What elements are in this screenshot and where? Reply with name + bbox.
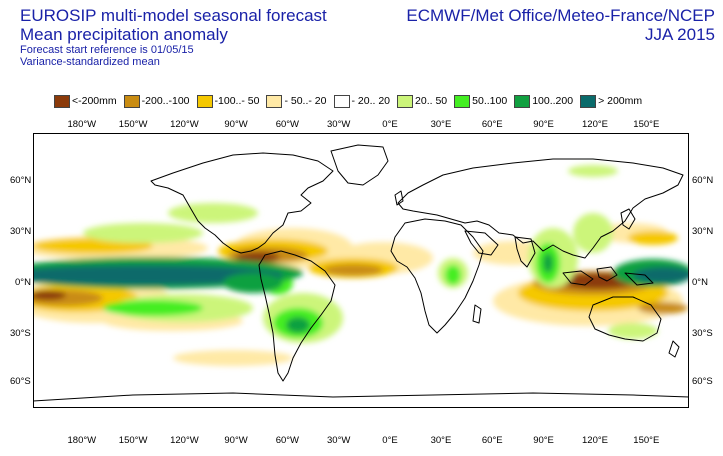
axis-tick-label: 90°E [533, 119, 554, 130]
season-label: JJA 2015 [645, 25, 715, 44]
axis-tick-label: 30°S [10, 328, 31, 339]
legend-item: - 50..- 20 [266, 94, 333, 108]
world-map [33, 133, 689, 408]
legend-swatch [580, 94, 597, 108]
axis-tick-label: 150°E [633, 435, 660, 446]
legend-label: - 50..- 20 [284, 95, 327, 107]
axis-tick-label: 60°W [275, 119, 300, 130]
legend-swatch [54, 94, 70, 108]
axis-tick-label: 180°W [67, 119, 97, 130]
coastlines [33, 144, 689, 408]
legend-item: -100..- 50 [196, 94, 267, 108]
title-block: EUROSIP multi-model seasonal forecast Me… [20, 6, 327, 68]
provider-block: ECMWF/Met Office/Meteo-France/NCEP JJA 2… [406, 6, 715, 44]
axis-tick-label: 90°W [224, 119, 248, 130]
legend-swatch [196, 94, 213, 108]
legend-item: > 200mm [580, 94, 649, 108]
variance-note: Variance-standardized mean [20, 56, 160, 68]
axis-tick-label: 60°N [692, 175, 714, 186]
axis-tick-label: 30°W [327, 435, 351, 446]
axis-tick-label: 60°S [692, 376, 713, 387]
chart-subtitle: Mean precipitation anomaly [20, 25, 228, 44]
legend-swatch [333, 94, 350, 108]
axis-tick-label: 0°E [382, 435, 398, 446]
legend-label: - 20.. 20 [351, 95, 391, 107]
axis-tick-label: 0°N [692, 277, 708, 288]
legend-item: 20.. 50 [397, 94, 454, 108]
legend-item: <-200mm [54, 94, 124, 108]
legend-label: <-200mm [72, 95, 117, 107]
legend-label: -200..-100 [141, 95, 190, 107]
legend-label: 100..200 [532, 95, 574, 107]
provider-name: ECMWF/Met Office/Meteo-France/NCEP [406, 6, 715, 25]
axis-tick-label: 120°W [170, 119, 199, 130]
axis-tick-label: 120°E [582, 119, 608, 130]
axis-tick-label: 30°N [692, 226, 714, 237]
axis-tick-label: 30°N [10, 226, 32, 237]
forecast-start: Forecast start reference is 01/05/15 [20, 44, 194, 56]
legend-label: > 200mm [598, 95, 643, 107]
axis-tick-label: 60°W [275, 435, 300, 446]
legend-swatch [123, 94, 140, 108]
color-legend: <-200mm -200..-100 -100..- 50 - 50..- 20 - 2… [54, 94, 649, 108]
axis-tick-label: 150°E [633, 119, 660, 130]
axis-tick-label: 120°E [582, 435, 608, 446]
axis-tick-label: 30°W [327, 119, 351, 130]
legend-item: -200..-100 [123, 94, 197, 108]
axis-tick-label: 150°W [118, 435, 148, 446]
axis-tick-label: 60°E [481, 119, 503, 130]
axis-tick-label: 180°W [67, 435, 97, 446]
legend-item: 50..100 [454, 94, 514, 108]
axis-tick-label: 30°E [430, 119, 452, 130]
axis-tick-label: 0°E [382, 119, 398, 130]
axis-tick-label: 90°W [224, 435, 248, 446]
axis-tick-label: 60°E [481, 435, 503, 446]
axis-tick-label: 30°S [692, 328, 713, 339]
legend-swatch [454, 94, 471, 108]
chart-title: EUROSIP multi-model seasonal forecast [20, 6, 327, 25]
axis-tick-label: 120°W [170, 435, 199, 446]
axis-tick-label: 60°S [10, 376, 31, 387]
axis-tick-label: 60°N [10, 175, 32, 186]
axis-tick-label: 90°E [533, 435, 554, 446]
legend-label: 20.. 50 [415, 95, 448, 107]
legend-item: 100..200 [514, 94, 580, 108]
legend-swatch [266, 94, 283, 108]
legend-swatch [514, 94, 531, 108]
legend-label: 50..100 [472, 95, 508, 107]
axis-tick-label: 150°W [118, 119, 148, 130]
legend-label: -100..- 50 [214, 95, 260, 107]
legend-swatch [397, 94, 414, 108]
axis-tick-label: 0°N [15, 277, 31, 288]
legend-item: - 20.. 20 [333, 94, 398, 108]
axis-tick-label: 30°E [430, 435, 452, 446]
